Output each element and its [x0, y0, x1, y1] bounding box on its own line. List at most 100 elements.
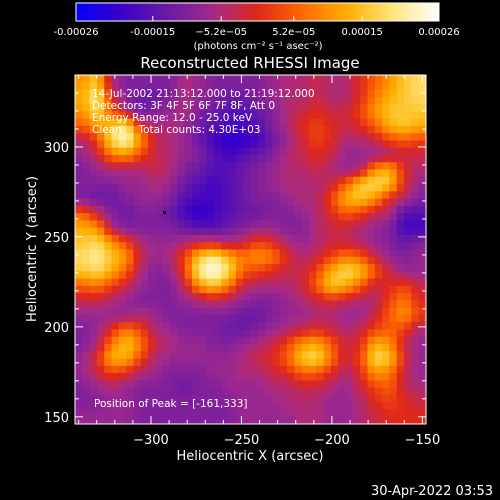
heatmap-cell	[126, 75, 135, 83]
heatmap-cell	[272, 227, 281, 236]
heatmap-cell	[316, 125, 325, 134]
heatmap-cell	[162, 118, 171, 127]
heatmap-cell	[228, 256, 237, 265]
heatmap-cell	[374, 416, 383, 424]
heatmap-cell	[140, 416, 149, 424]
heatmap-cell	[352, 256, 361, 265]
heatmap-cell	[213, 118, 222, 127]
heatmap-cell	[352, 147, 361, 156]
heatmap-cell	[243, 380, 252, 389]
heatmap-cell	[323, 293, 332, 301]
info-detectors: Detectors: 3F 4F 5F 6F 7F 8F, Att 0	[92, 100, 275, 112]
heatmap-cell	[367, 358, 376, 367]
heatmap-cell	[148, 205, 157, 214]
heatmap-cell	[162, 278, 171, 287]
heatmap-cell	[396, 118, 405, 127]
heatmap-cell	[316, 314, 325, 323]
heatmap-cell	[338, 154, 347, 163]
heatmap-cell	[294, 307, 303, 316]
heatmap-cell	[89, 351, 98, 360]
heatmap-cell	[330, 162, 339, 171]
heatmap-cell	[352, 336, 361, 345]
heatmap-cell	[294, 176, 303, 185]
heatmap-cell	[235, 373, 244, 381]
heatmap-cell	[265, 184, 274, 192]
heatmap-cell	[250, 140, 259, 149]
heatmap-cell	[184, 96, 193, 105]
heatmap-cell	[89, 234, 98, 243]
heatmap-cell	[301, 416, 310, 424]
heatmap-cell	[396, 140, 405, 149]
heatmap-cell	[148, 344, 157, 352]
heatmap-cell	[213, 380, 222, 389]
heatmap-cell	[235, 344, 244, 352]
heatmap-cell	[89, 140, 98, 149]
heatmap-cell	[104, 409, 113, 418]
heatmap-cell	[228, 373, 237, 381]
heatmap-cell	[309, 205, 317, 214]
heatmap-cell	[162, 358, 171, 367]
heatmap-cell	[382, 89, 391, 98]
heatmap-cell	[330, 416, 339, 424]
heatmap-cell	[75, 118, 83, 127]
heatmap-cell	[272, 89, 281, 98]
heatmap-cell	[323, 162, 332, 171]
heatmap-cell	[235, 169, 244, 178]
heatmap-cell	[316, 344, 325, 352]
heatmap-cell	[184, 140, 193, 149]
heatmap-cell	[228, 358, 237, 367]
heatmap-cell	[235, 191, 244, 200]
heatmap-cell	[250, 387, 259, 396]
heatmap-cell	[345, 329, 354, 338]
heatmap-cell	[360, 75, 369, 83]
heatmap-cell	[228, 176, 237, 185]
heatmap-cell	[155, 213, 164, 222]
heatmap-cell	[323, 184, 332, 192]
heatmap-cell	[338, 373, 347, 381]
heatmap-cell	[118, 220, 127, 229]
heatmap-cell	[133, 198, 142, 207]
heatmap-cell	[309, 140, 317, 149]
heatmap-cell	[367, 227, 376, 236]
heatmap-cell	[206, 118, 215, 127]
heatmap-cell	[140, 75, 149, 83]
heatmap-cell	[345, 205, 354, 214]
heatmap-cell	[404, 205, 412, 214]
heatmap-cell	[170, 89, 178, 98]
heatmap-cell	[316, 322, 325, 331]
heatmap-cell	[250, 191, 259, 200]
heatmap	[75, 75, 426, 424]
heatmap-cell	[330, 111, 339, 120]
heatmap-cell	[177, 387, 186, 396]
heatmap-cell	[345, 227, 354, 236]
heatmap-cell	[177, 191, 186, 200]
heatmap-cell	[272, 336, 281, 345]
heatmap-cell	[287, 329, 295, 338]
heatmap-cell	[265, 380, 274, 389]
heatmap-cell	[89, 213, 98, 222]
heatmap-cell	[316, 409, 325, 418]
heatmap-cell	[404, 394, 412, 403]
heatmap-cell	[265, 140, 274, 149]
heatmap-cell	[294, 293, 303, 301]
heatmap-cell	[199, 264, 208, 272]
heatmap-cell	[133, 416, 142, 424]
heatmap-cell	[265, 104, 274, 112]
heatmap-cell	[279, 387, 288, 396]
heatmap-cell	[418, 147, 426, 156]
heatmap-cell	[345, 293, 354, 301]
heatmap-cell	[184, 198, 193, 207]
heatmap-cell	[309, 169, 317, 178]
heatmap-cell	[345, 394, 354, 403]
heatmap-cell	[177, 133, 186, 142]
heatmap-cell	[140, 293, 149, 301]
heatmap-cell	[75, 220, 83, 229]
heatmap-cell	[221, 198, 230, 207]
heatmap-cell	[352, 285, 361, 294]
heatmap-cell	[199, 169, 208, 178]
heatmap-cell	[89, 336, 98, 345]
heatmap-cell	[250, 162, 259, 171]
heatmap-cell	[118, 300, 127, 309]
heatmap-cell	[111, 104, 120, 112]
heatmap-cell	[140, 409, 149, 418]
